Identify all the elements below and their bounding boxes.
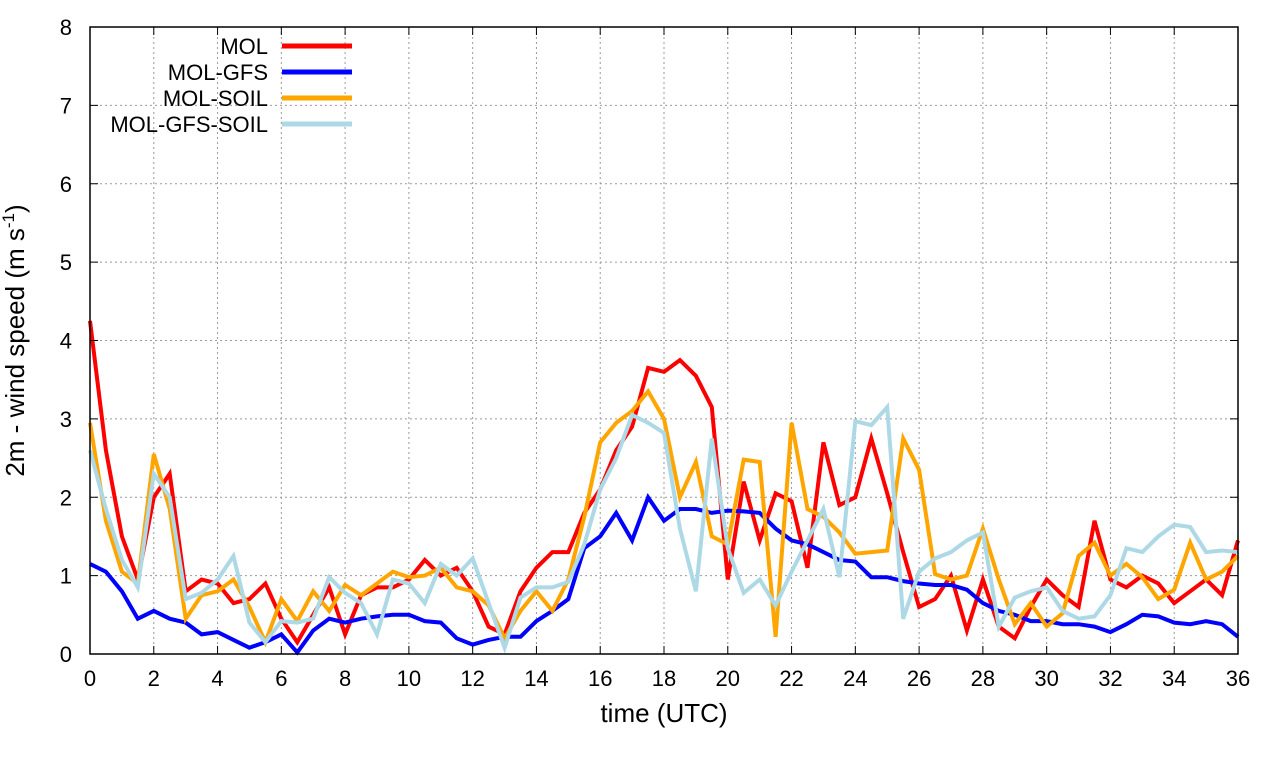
legend-label: MOL-GFS: [168, 60, 268, 85]
x-tick-label: 20: [716, 666, 740, 691]
x-tick-label: 32: [1098, 666, 1122, 691]
x-tick-label: 10: [397, 666, 421, 691]
x-tick-label: 26: [907, 666, 931, 691]
x-tick-label: 8: [339, 666, 351, 691]
x-tick-label: 2: [148, 666, 160, 691]
x-tick-label: 22: [779, 666, 803, 691]
x-tick-label: 6: [275, 666, 287, 691]
x-tick-label: 4: [211, 666, 223, 691]
y-tick-label: 0: [60, 642, 72, 667]
y-tick-label: 1: [60, 564, 72, 589]
y-tick-label: 7: [60, 93, 72, 118]
x-tick-label: 34: [1162, 666, 1186, 691]
legend-label: MOL-GFS-SOIL: [110, 112, 268, 137]
y-tick-label: 2: [60, 485, 72, 510]
y-tick-label: 5: [60, 250, 72, 275]
x-tick-label: 16: [588, 666, 612, 691]
x-tick-label: 18: [652, 666, 676, 691]
x-axis-title: time (UTC): [600, 698, 727, 728]
x-tick-label: 12: [460, 666, 484, 691]
x-tick-label: 36: [1226, 666, 1250, 691]
x-tick-label: 0: [84, 666, 96, 691]
series-lines: [88, 320, 1240, 656]
x-tick-label: 24: [843, 666, 867, 691]
y-axis-title: 2m - wind speed (m s-1): [0, 204, 30, 476]
grid-lines: [90, 27, 1238, 654]
y-axis-title-close: ): [0, 204, 30, 213]
y-tick-label: 3: [60, 407, 72, 432]
y-axis-title-main: 2m - wind speed (m s: [0, 228, 30, 477]
axis-ticks: 0 2 4 6 8 10 12 14 16 18 20 22 24 26 28 30 32 34 360123456…: [60, 15, 1250, 691]
series-line-mol: [88, 320, 1240, 646]
legend-label: MOL: [220, 34, 268, 59]
series-line-mol-gfs-soil: [88, 402, 1239, 654]
series-line-mol-soil: [88, 387, 1240, 648]
y-tick-label: 4: [60, 329, 72, 354]
y-tick-label: 6: [60, 172, 72, 197]
x-tick-label: 30: [1034, 666, 1058, 691]
x-tick-label: 14: [524, 666, 548, 691]
y-axis-title-superscript: -1: [0, 213, 18, 228]
x-tick-label: 28: [971, 666, 995, 691]
legend-label: MOL-SOIL: [163, 86, 268, 111]
y-tick-label: 8: [60, 15, 72, 40]
series-line-mol-gfs: [89, 492, 1240, 656]
